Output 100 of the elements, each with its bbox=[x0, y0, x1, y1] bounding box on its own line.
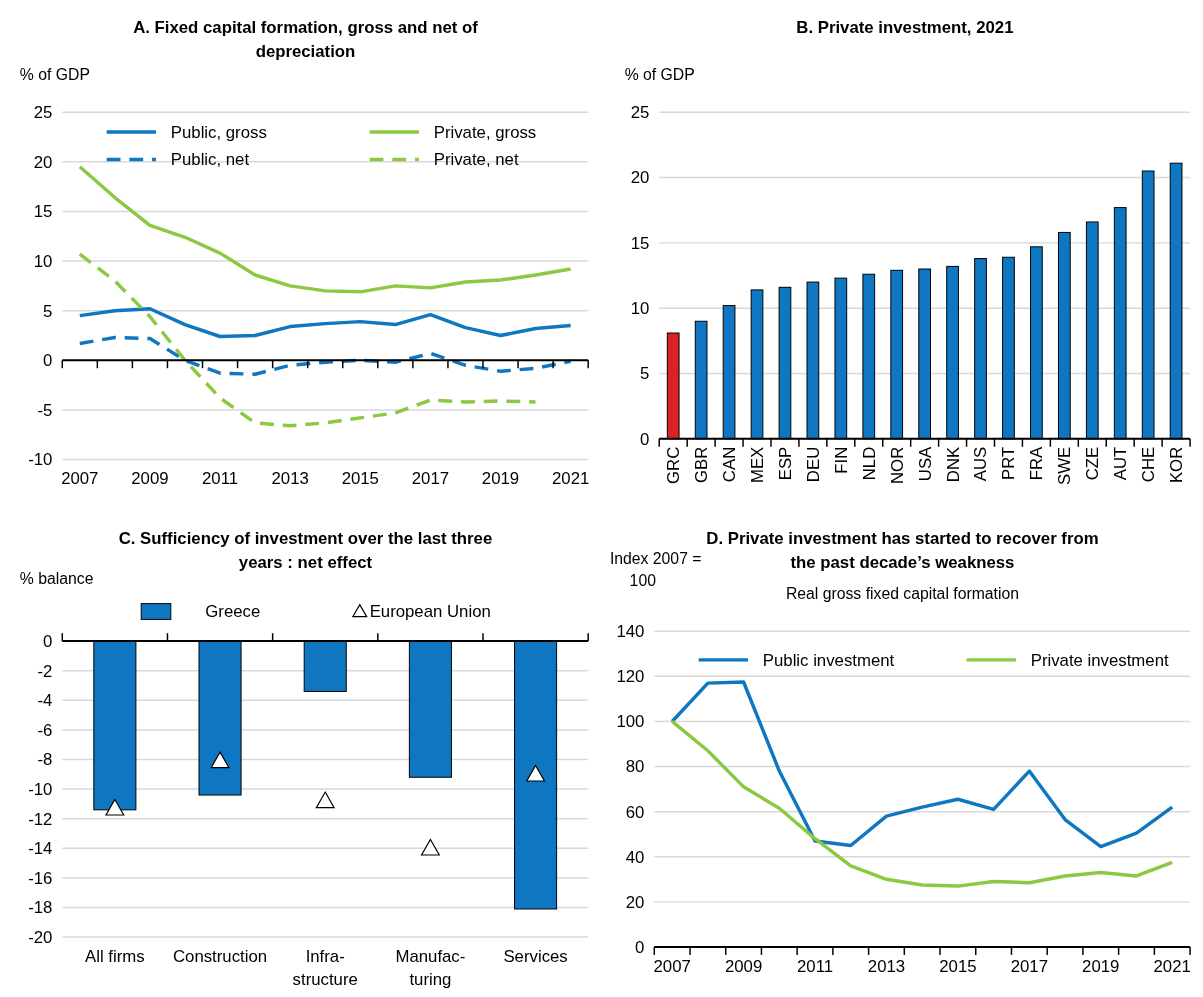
y-tick-label: 100 bbox=[616, 712, 645, 732]
legend-label: Public, gross bbox=[170, 122, 267, 142]
x-tick-label: Manufac- turing bbox=[395, 946, 466, 990]
x-tick-label: 2015 bbox=[341, 469, 379, 489]
x-tick-label: AUT bbox=[1111, 446, 1131, 481]
legend-label: European Union bbox=[369, 602, 491, 622]
y-axis-title: % of GDP bbox=[624, 65, 695, 83]
x-tick-label: AUS bbox=[971, 446, 991, 482]
y-tick-label: -12 bbox=[28, 809, 53, 829]
x-tick-label: All firms bbox=[85, 946, 145, 966]
x-tick-label: 2017 bbox=[411, 469, 450, 489]
line-series bbox=[78, 335, 573, 376]
y-tick-label: 25 bbox=[630, 103, 650, 123]
x-tick-label: 2013 bbox=[867, 956, 906, 976]
y-tick-label: -10 bbox=[28, 450, 53, 470]
x-tick-label: 2019 bbox=[481, 469, 520, 489]
legend-label: Private, net bbox=[433, 150, 519, 170]
y-tick-label: 25 bbox=[33, 103, 53, 123]
x-tick-label: Services bbox=[503, 946, 568, 966]
x-tick-label: GRC bbox=[664, 446, 684, 484]
x-tick-label: SWE bbox=[1055, 446, 1075, 485]
chart-subtitle: Real gross fixed capital formation bbox=[785, 584, 1019, 602]
x-tick-label: 2007 bbox=[653, 956, 691, 976]
y-tick-label: 10 bbox=[630, 299, 650, 319]
y-tick-label: -5 bbox=[37, 400, 53, 420]
x-tick-label: Construction bbox=[172, 946, 268, 966]
x-tick-label: USA bbox=[915, 445, 935, 482]
line-series bbox=[670, 680, 1174, 849]
x-tick-label: 2015 bbox=[939, 956, 977, 976]
x-tick-label: 2009 bbox=[131, 469, 169, 489]
x-tick-label: CZE bbox=[1083, 446, 1103, 481]
line-series bbox=[78, 165, 573, 294]
point bbox=[526, 764, 546, 782]
line-series bbox=[670, 719, 1174, 888]
x-tick-label: 2013 bbox=[271, 469, 309, 489]
y-tick-label: -14 bbox=[28, 839, 53, 859]
x-tick-label: 2021 bbox=[1153, 956, 1191, 976]
y-tick-label: 140 bbox=[616, 622, 645, 642]
y-tick-label: -10 bbox=[28, 779, 53, 799]
chart-title: A. Fixed capital formation, gross and net of depreciation bbox=[133, 18, 479, 61]
y-tick-label: 0 bbox=[640, 429, 650, 449]
y-axis-title: % balance bbox=[19, 569, 94, 587]
y-tick-label: -6 bbox=[37, 720, 53, 740]
x-tick-label: CHE bbox=[1139, 446, 1159, 483]
chart-title: D. Private investment has started to recover from the past decade’s weakness bbox=[706, 529, 1099, 573]
y-tick-label: 120 bbox=[616, 667, 645, 687]
y-tick-label: -8 bbox=[37, 750, 53, 770]
x-tick-label: FIN bbox=[831, 446, 851, 474]
y-tick-label: 15 bbox=[33, 202, 53, 222]
legend-label: Private, gross bbox=[433, 122, 537, 142]
x-tick-label: 2019 bbox=[1082, 956, 1120, 976]
x-tick-label: KOR bbox=[1167, 446, 1187, 484]
x-tick-label: 2021 bbox=[551, 469, 590, 489]
x-tick-label: FRA bbox=[1027, 445, 1047, 481]
y-tick-label: 10 bbox=[33, 251, 53, 271]
point bbox=[105, 798, 125, 816]
legend-label: Greece bbox=[205, 602, 261, 622]
y-tick-label: -2 bbox=[37, 661, 53, 681]
chart-title: B. Private investment, 2021 bbox=[796, 18, 1014, 38]
x-tick-label: 2007 bbox=[61, 469, 99, 489]
y-tick-label: -4 bbox=[37, 691, 53, 711]
x-tick-label: Infra- structure bbox=[292, 946, 358, 990]
x-tick-label: DNK bbox=[943, 446, 963, 483]
x-tick-label: 2011 bbox=[796, 956, 834, 976]
x-tick-label: DEU bbox=[803, 446, 823, 483]
y-tick-label: 0 bbox=[43, 631, 53, 651]
y-tick-label: 5 bbox=[43, 301, 53, 321]
x-tick-label: 2011 bbox=[202, 469, 239, 489]
line-series bbox=[78, 306, 573, 339]
y-tick-label: 20 bbox=[630, 168, 650, 188]
y-tick-label: -18 bbox=[28, 898, 53, 918]
x-tick-label: 2009 bbox=[724, 956, 763, 976]
point bbox=[210, 751, 230, 769]
point bbox=[420, 838, 440, 856]
y-tick-label: 15 bbox=[630, 233, 650, 253]
y-tick-label: 5 bbox=[640, 364, 650, 384]
y-tick-label: -16 bbox=[28, 868, 53, 888]
x-tick-label: PRT bbox=[999, 446, 1019, 480]
y-tick-label: 0 bbox=[43, 351, 53, 371]
line-series bbox=[78, 252, 538, 428]
x-tick-label: NLD bbox=[859, 446, 879, 481]
point bbox=[315, 791, 335, 809]
x-tick-label: ESP bbox=[775, 446, 795, 481]
y-axis-title: % of GDP bbox=[19, 65, 90, 83]
y-tick-label: -20 bbox=[28, 927, 53, 947]
chart-title: C. Sufficiency of investment over the last three years : net effect bbox=[118, 529, 493, 573]
x-tick-label: 2017 bbox=[1010, 956, 1048, 976]
y-tick-label: 40 bbox=[625, 847, 645, 867]
y-tick-label: 20 bbox=[625, 892, 645, 912]
x-tick-label: CAN bbox=[719, 446, 739, 483]
legend-label: Public investment bbox=[762, 650, 895, 670]
y-axis-title: Index 2007 = 100 bbox=[609, 550, 702, 589]
x-tick-label: GBR bbox=[692, 446, 712, 484]
y-tick-label: 0 bbox=[635, 937, 645, 957]
y-tick-label: 20 bbox=[33, 152, 53, 172]
y-tick-label: 60 bbox=[625, 802, 645, 822]
y-tick-label: 80 bbox=[625, 757, 645, 777]
x-tick-label: MEX bbox=[747, 446, 767, 484]
x-tick-label: NOR bbox=[887, 446, 907, 484]
legend-label: Private investment bbox=[1030, 650, 1169, 670]
